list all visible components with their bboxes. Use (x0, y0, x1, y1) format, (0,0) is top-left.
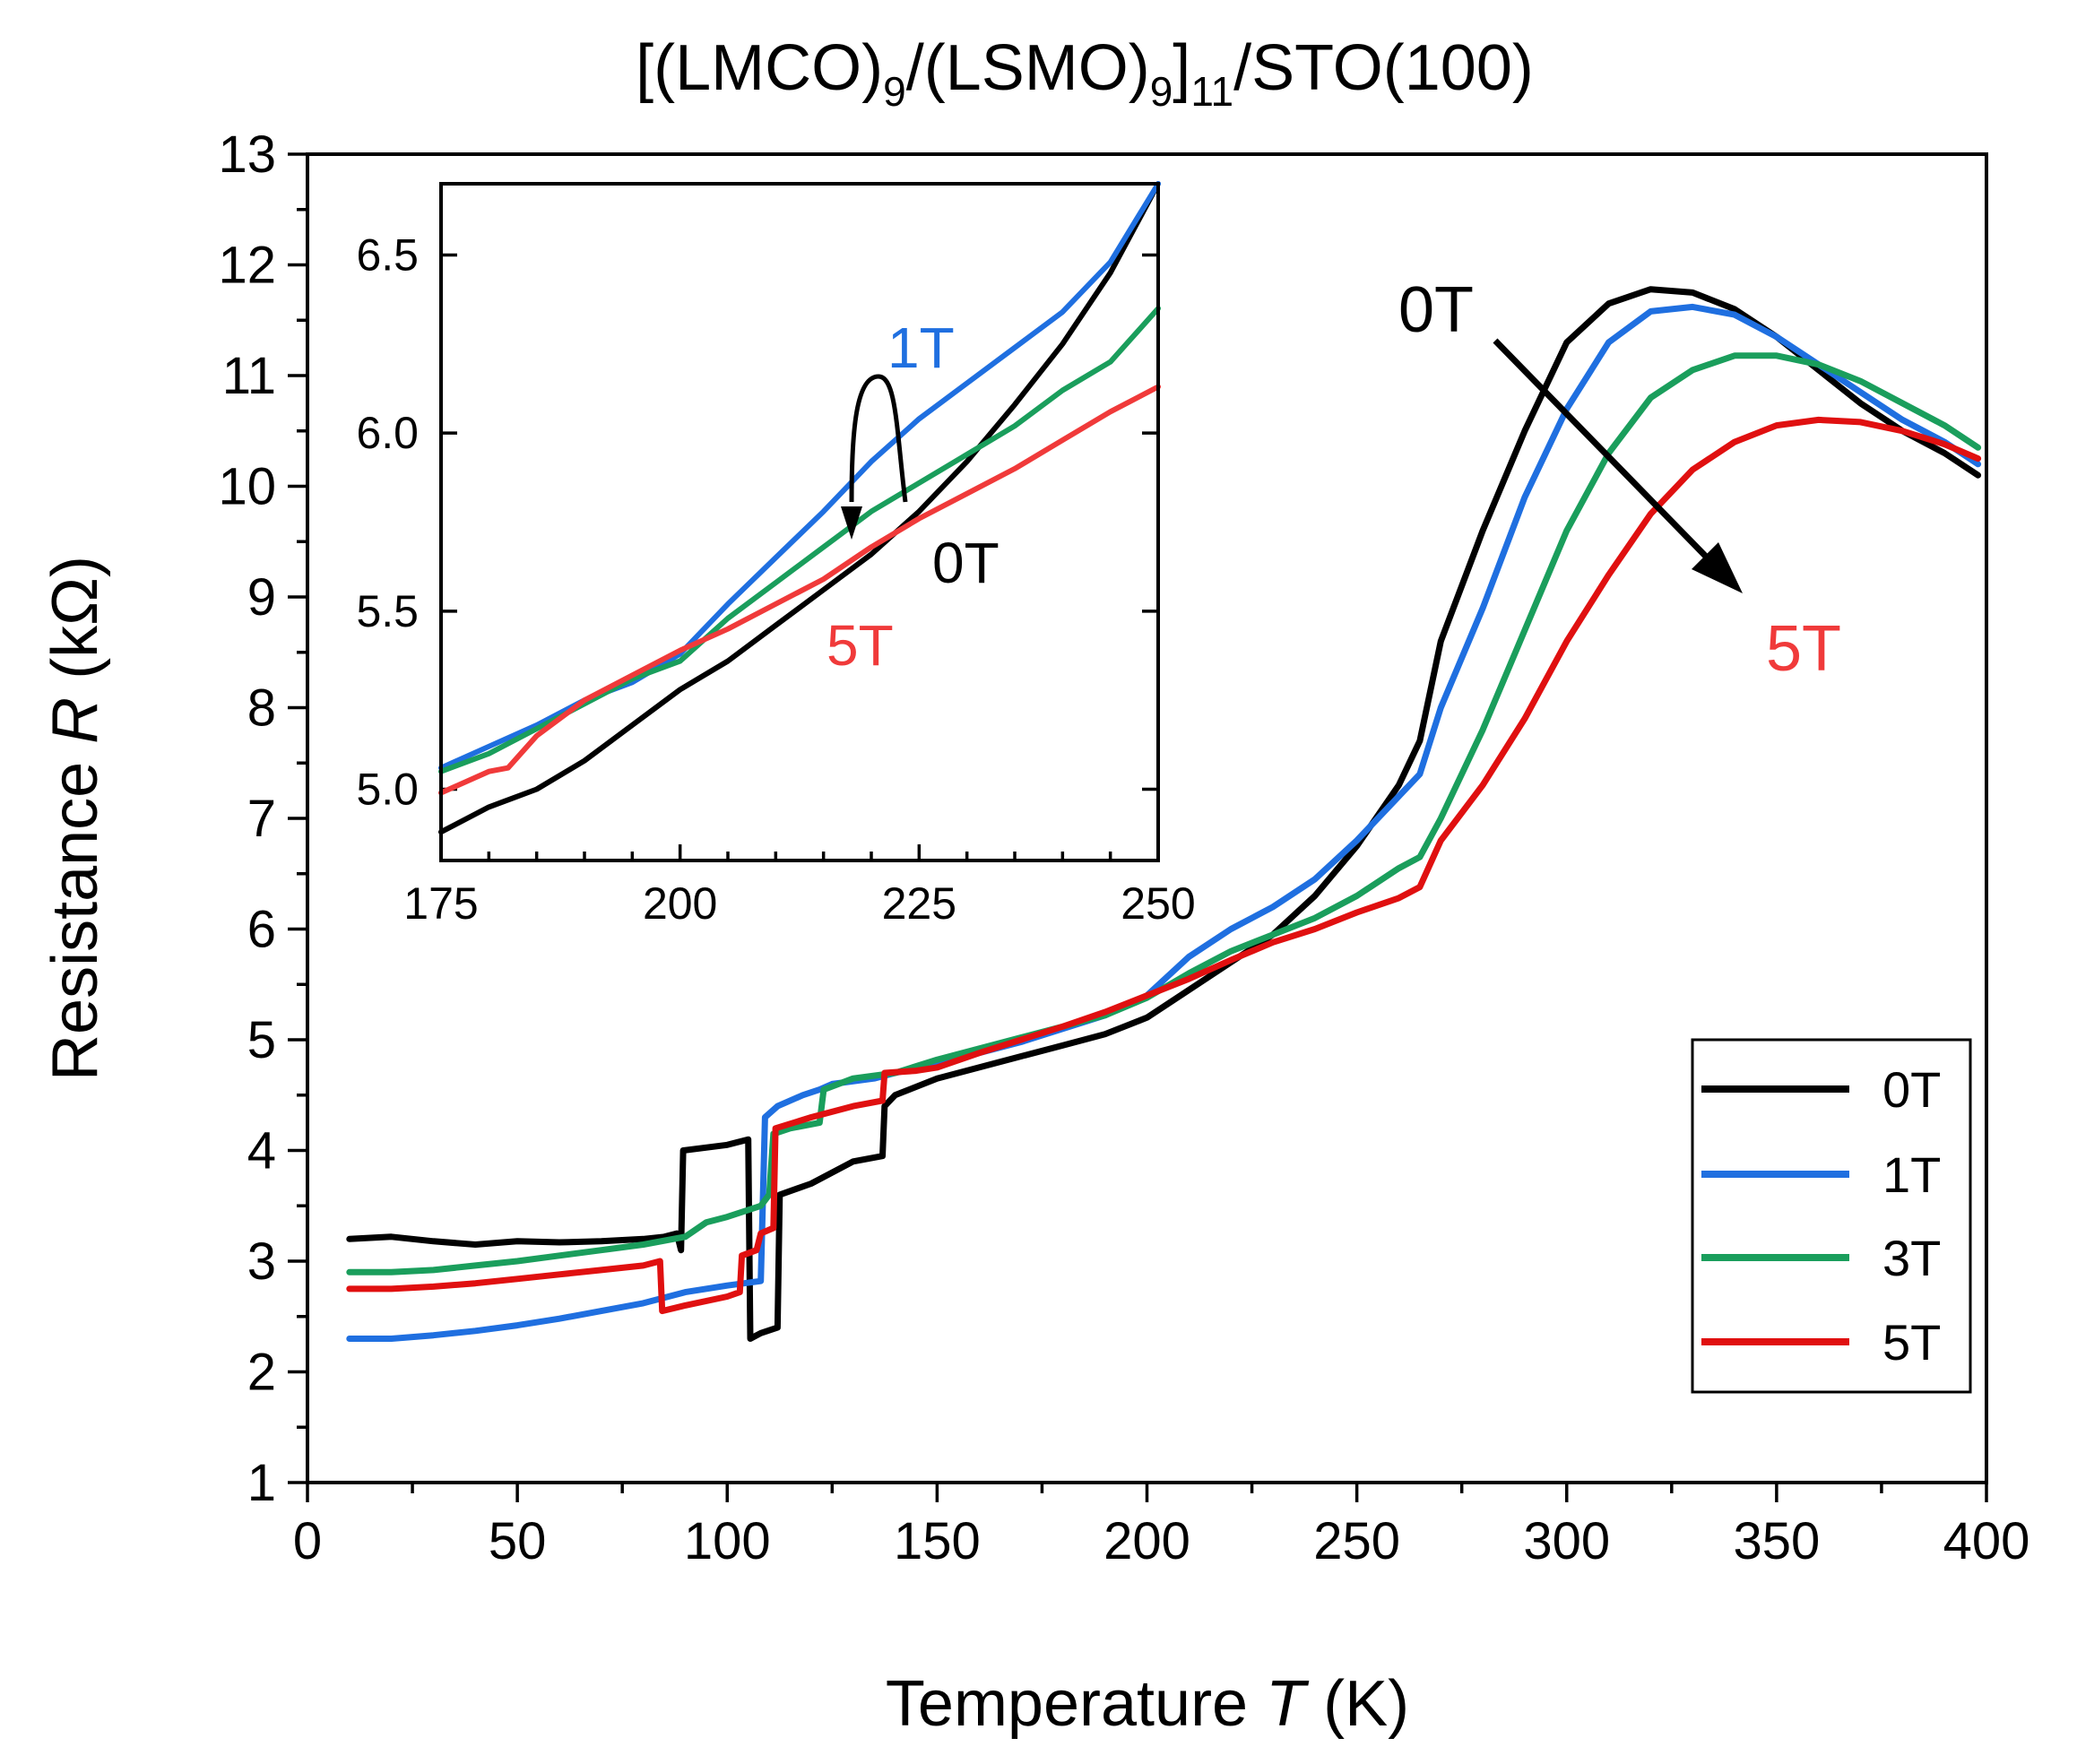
y-tick-label: 7 (247, 790, 276, 848)
inset-loop-arrow-head (841, 506, 862, 540)
legend-label-0T: 0T (1882, 1061, 1941, 1118)
main-plot: 0 50 100 150 200 250 300 350 4001234567891011121… (218, 125, 2029, 1570)
x-tick-label: 400 (1943, 1512, 2030, 1570)
inset-series-line-0T (438, 181, 1161, 835)
inset-annotation-1T: 1T (887, 316, 955, 380)
inset-series-line-5T (438, 384, 1161, 796)
inset-background (441, 184, 1158, 860)
inset-loop-arrow (849, 374, 908, 503)
x-tick-label: 100 (684, 1512, 771, 1570)
inset-y-tick-label: 6.5 (356, 229, 419, 280)
legend-label-5T: 5T (1882, 1314, 1941, 1371)
legend: 0T 1T 3T 5T (1691, 1038, 1972, 1394)
inset-annotation-5T: 5T (826, 613, 894, 678)
inset-x-tick-label: 250 (1121, 878, 1195, 929)
y-tick-label: 13 (218, 125, 276, 184)
inset-frame (439, 182, 1160, 862)
main-plot-frame (306, 152, 1988, 1484)
y-tick-label: 2 (247, 1344, 276, 1402)
inset-x-tick-label: 175 (403, 878, 478, 929)
inset-y-tick-label: 6.0 (356, 408, 419, 458)
x-tick-label: 0 (293, 1512, 322, 1570)
chart-title: [(LMCO)9/(LSMO)9]11/STO(100) (636, 32, 1534, 115)
inset-curves (438, 181, 1161, 835)
main-curves (346, 286, 1982, 1342)
y-tick-label: 1 (247, 1454, 276, 1512)
x-tick-label: 250 (1313, 1512, 1400, 1570)
series-line-0T (346, 286, 1982, 1342)
y-tick-label: 4 (247, 1122, 276, 1180)
inset-y-tick-label: 5.0 (356, 765, 419, 815)
main-ticks: 0 50 100 150 200 250 300 350 4001234567891011121… (218, 125, 2029, 1570)
x-tick-label: 300 (1523, 1512, 1610, 1570)
field-arrow-head (1692, 542, 1743, 593)
series-line-5T (346, 416, 1982, 1315)
y-tick-label: 8 (247, 679, 276, 738)
legend-box (1691, 1038, 1972, 1394)
inset-y-tick-label: 5.5 (356, 586, 419, 636)
y-tick-label: 6 (247, 901, 276, 959)
inset-annotation-0T: 0T (932, 531, 1000, 595)
x-tick-label: 350 (1733, 1512, 1820, 1570)
y-tick-label: 9 (247, 568, 276, 627)
y-tick-label: 11 (222, 347, 276, 405)
x-tick-label: 50 (489, 1512, 547, 1570)
y-tick-label: 5 (247, 1011, 276, 1069)
inset-x-tick-label: 200 (643, 878, 717, 929)
y-tick-label: 12 (218, 237, 276, 295)
annotation-0T: 0T (1398, 274, 1474, 346)
field-arrow-shaft (1493, 338, 1717, 567)
y-tick-label: 10 (218, 458, 276, 516)
annotation-5T: 5T (1766, 613, 1841, 685)
x-tick-label: 200 (1103, 1512, 1190, 1570)
legend-label-3T: 3T (1882, 1230, 1941, 1286)
y-tick-label: 3 (247, 1232, 276, 1291)
x-tick-label: 150 (894, 1512, 981, 1570)
x-axis-label: Temperature T (K) (886, 1668, 1409, 1740)
y-axis-label: Resistance R (kΩ) (39, 556, 111, 1081)
legend-label-1T: 1T (1882, 1146, 1941, 1203)
inset-x-tick-label: 225 (882, 878, 956, 929)
inset-series-line-1T (438, 181, 1161, 771)
inset-ticks: 175 200 225 250 5.0 5.5 6.0 6.5 (356, 229, 1195, 929)
inset-plot: 175 200 225 250 5.0 5.5 6.0 6.5 1T 0T 5T (356, 181, 1196, 929)
